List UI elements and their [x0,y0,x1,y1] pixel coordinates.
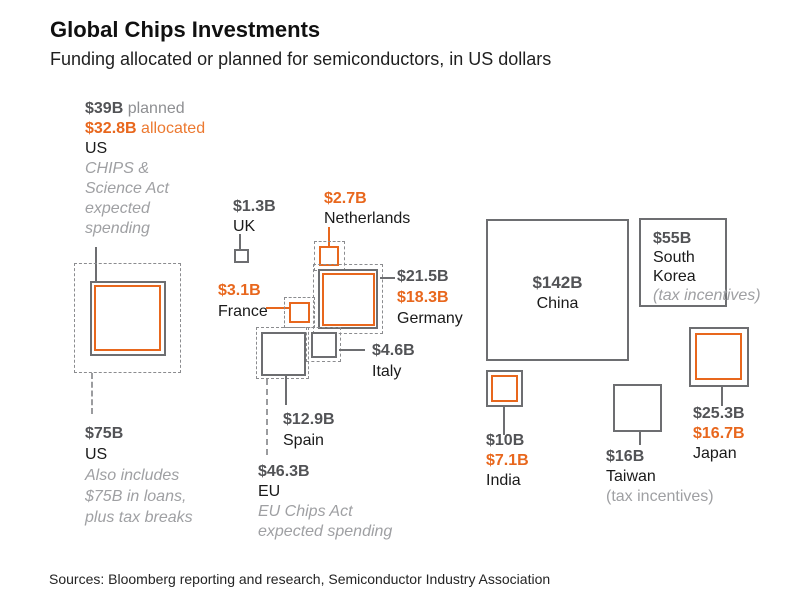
south-korea-planned-square [639,218,727,307]
us-allocated-value: $32.8B [85,120,137,137]
uk-label: $1.3B UK [233,197,276,237]
uk-planned-square [234,249,249,263]
france-country-name: France [218,303,268,320]
eu-name: EU [258,483,281,500]
india-planned-value: $10B [486,432,525,449]
spain-planned-square [261,332,306,376]
us-country-name: US [85,140,108,157]
italy-connector-line [339,349,365,351]
us-label-connector-line [95,247,97,283]
uk-value: $1.3B [233,198,276,215]
us-total-label: $75B US Also includes $75B in loans, plu… [85,423,193,528]
germany-country-name: Germany [397,310,463,327]
us-planned-value: $39B [85,100,124,117]
germany-dashed-box [313,264,383,334]
eu-note: EU Chips Act expected spending [258,503,393,540]
china-planned-square [486,219,629,361]
spain-connector-line [285,376,287,405]
france-label: $3.1B France [218,280,268,322]
us-note: CHIPS & Science Act expected spending [85,160,169,237]
taiwan-note: (tax incentives) [606,488,714,505]
spain-country-name: Spain [283,432,324,449]
china-value: $142B [532,273,583,292]
page-title: Global Chips Investments [50,17,321,42]
spain-label: $12.9B Spain [283,409,335,451]
us-total-dashed-box [74,263,181,373]
eu-value: $46.3B [258,463,310,480]
india-allocated-value: $7.1B [486,452,529,469]
taiwan-value: $16B [606,448,645,465]
china-country-name: China [536,295,579,312]
uk-country-name: UK [233,218,256,235]
netherlands-allocated-square [319,246,339,266]
germany-planned-value: $21.5B [397,268,449,285]
us-total-note: Also includes $75B in loans, plus tax br… [85,467,193,526]
us-planned-word: planned [123,100,185,117]
south-korea-value: $55B [653,230,692,247]
france-allocated-square [289,302,310,323]
italy-value: $4.6B [372,342,415,359]
netherlands-label: $2.7B Netherlands [324,189,410,229]
us-allocated-word: allocated [136,120,206,137]
germany-connector-line [380,277,395,279]
us-total-country-name: US [85,446,108,463]
india-country-name: India [486,472,521,489]
italy-label: $4.6B Italy [372,340,415,382]
spain-dashed-box [256,327,309,379]
taiwan-country-name: Taiwan [606,468,656,485]
netherlands-country-name: Netherlands [324,210,411,227]
france-connector-line [266,307,289,309]
japan-label: $25.3B $16.7B Japan [693,404,745,464]
germany-allocated-square [322,273,375,326]
us-total-value: $75B [85,425,124,442]
eu-label: $46.3B EU EU Chips Act expected spending [258,462,392,542]
germany-label: $21.5B $18.3B Germany [397,266,463,329]
italy-dashed-box [306,327,341,362]
italy-country-name: Italy [372,363,402,380]
germany-allocated-value: $18.3B [397,289,449,306]
china-label: $142B China [486,272,629,314]
netherlands-connector-line [328,227,330,246]
italy-planned-square [311,332,337,358]
india-label: $10B $7.1B India [486,431,529,491]
sources-line: Sources: Bloomberg reporting and researc… [49,571,551,587]
taiwan-label: $16B Taiwan (tax incentives) [606,447,714,507]
uk-connector-line [239,234,241,249]
south-korea-note: (tax incentives) [653,287,761,304]
netherlands-value: $2.7B [324,190,367,207]
india-allocated-square [491,375,518,402]
page-subtitle: Funding allocated or planned for semicon… [50,49,552,69]
spain-value: $12.9B [283,411,335,428]
us-allocated-line: $32.8B allocated [85,119,205,139]
south-korea-label: $55B South Korea (tax incentives) [653,229,761,305]
taiwan-planned-square [613,384,662,432]
japan-connector-line [721,387,723,406]
us-allocated-square [94,285,161,351]
france-value: $3.1B [218,282,261,299]
india-connector-line [503,407,505,435]
us-total-dashed-connector [91,373,93,414]
japan-allocated-value: $16.7B [693,425,745,442]
south-korea-country-name: South Korea [653,249,696,285]
us-label: $39B planned $32.8B allocated US CHIPS &… [85,99,205,239]
japan-allocated-square [695,333,742,380]
japan-planned-value: $25.3B [693,405,745,422]
eu-dashed-connector [266,379,268,455]
taiwan-connector-line [639,432,641,445]
japan-country-name: Japan [693,445,737,462]
us-planned-line: $39B planned [85,99,205,119]
